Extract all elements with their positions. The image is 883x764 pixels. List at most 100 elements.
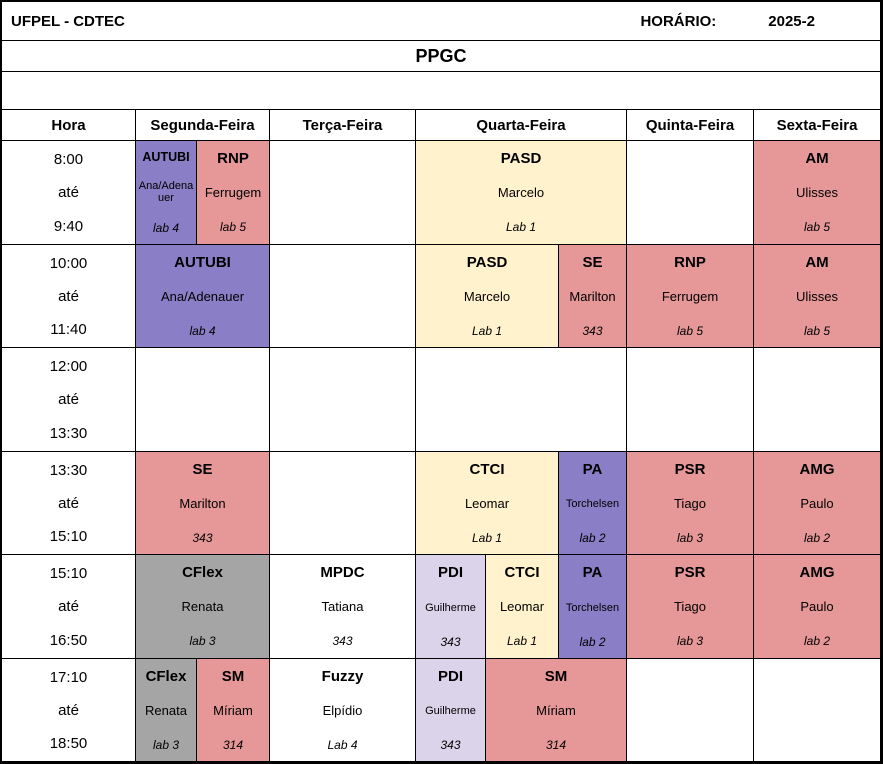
class-cell-sm-segunda-1710: SM Míriam 314: [197, 658, 270, 762]
course-code: PSR: [674, 564, 706, 581]
teacher-name: Marcelo: [463, 288, 511, 304]
room-label: lab 2: [579, 531, 606, 545]
course-code: RNP: [217, 150, 249, 167]
teacher-name: Tiago: [673, 599, 707, 615]
teacher-name: Guilherme: [425, 705, 476, 718]
course-code: SM: [544, 667, 568, 685]
teacher-name: Torchelsen: [565, 601, 620, 614]
end-time: 9:40: [53, 217, 84, 235]
institution-name: UFPEL - CDTEC: [11, 12, 125, 30]
course-code: RNP: [674, 253, 706, 271]
class-cell-ctci-quarta-1330: CTCI Leomar Lab 1: [416, 451, 559, 555]
empty-cell-quinta-1200: [627, 348, 754, 452]
class-cell-autubi-segunda-0800: AUTUBI Ana/Adenauer lab 4: [136, 141, 197, 245]
column-header-hora: Hora: [2, 110, 136, 141]
teacher-name: Ana/Adenauer: [138, 180, 194, 205]
room-label: 314: [545, 737, 567, 752]
empty-cell-segunda-1200: [136, 348, 270, 452]
room-label: Lab 4: [327, 737, 358, 752]
course-code: AM: [805, 253, 829, 271]
teacher-name: Elpídio: [322, 702, 363, 718]
teacher-name: Míriam: [536, 702, 576, 718]
teacher-name: Paulo: [800, 599, 834, 615]
room-label: lab 4: [152, 220, 180, 235]
teacher-name: Tiago: [673, 495, 707, 511]
empty-band: [2, 72, 881, 110]
teacher-name: Ferrugem: [661, 288, 719, 304]
empty-cell-terca-1200: [270, 348, 416, 452]
teacher-name: Renata: [181, 599, 224, 615]
course-code: PA: [582, 564, 603, 581]
teacher-name: Ana/Adenauer: [160, 288, 245, 304]
room-label: lab 2: [579, 634, 606, 649]
teacher-name: Marilton: [569, 288, 616, 304]
class-cell-pdi-quarta-1510: PDI Guilherme 343: [416, 555, 486, 659]
start-time: 10:00: [49, 254, 88, 272]
room-label: lab 5: [803, 220, 831, 235]
time-slot-1510: 15:10 até 16:50: [2, 555, 136, 659]
empty-cell-terca-1330: [270, 451, 416, 555]
course-code: PSR: [674, 460, 706, 478]
empty-cell-quinta-1710: [627, 658, 754, 762]
room-label: Lab 1: [471, 530, 503, 545]
end-time: 11:40: [50, 321, 87, 338]
course-code: AUTUBI: [174, 253, 231, 271]
class-cell-mpdc-terca-1510: MPDC Tatiana 343: [270, 555, 416, 659]
until-label: até: [58, 494, 79, 512]
teacher-name: Tatiana: [321, 599, 364, 615]
room-label: lab 5: [676, 323, 704, 338]
course-code: PASD: [500, 150, 542, 167]
class-cell-psr-quinta-1510: PSR Tiago lab 3: [627, 555, 754, 659]
end-time: 16:50: [49, 631, 88, 649]
course-code: CFlex: [145, 667, 187, 685]
room-label: Lab 1: [505, 220, 537, 235]
time-slot-0800: 8:00 até 9:40: [2, 141, 136, 245]
program-title-row: PPGC: [2, 41, 881, 72]
room-label: Lab 1: [471, 323, 503, 338]
class-cell-pasd-quarta-1000: PASD Marcelo Lab 1: [416, 244, 559, 348]
teacher-name: Marcelo: [497, 185, 545, 201]
class-cell-am-sexta-1000: AM Ulisses lab 5: [754, 244, 881, 348]
room-label: lab 5: [803, 323, 831, 338]
course-code: SM: [221, 667, 245, 685]
teacher-name: Guilherme: [425, 601, 476, 614]
room-label: 314: [222, 737, 244, 752]
column-header-quarta: Quarta-Feira: [416, 110, 627, 141]
empty-cell-sexta-1200: [754, 348, 881, 452]
teacher-name: Leomar: [464, 495, 510, 511]
time-slot-1200: 12:00 até 13:30: [2, 348, 136, 452]
empty-cell-terca-1000: [270, 244, 416, 348]
course-code: CFlex: [182, 564, 223, 581]
until-label: até: [58, 701, 79, 719]
title-bar: UFPEL - CDTEC HORÁRIO: 2025-2: [2, 2, 881, 41]
until-label: até: [58, 287, 79, 305]
class-cell-rnp-quinta-1000: RNP Ferrugem lab 5: [627, 244, 754, 348]
course-code: PDI: [437, 564, 463, 581]
until-label: até: [58, 391, 79, 409]
end-time: 18:50: [49, 735, 88, 752]
teacher-name: Leomar: [499, 599, 545, 615]
teacher-name: Míriam: [213, 702, 253, 718]
class-cell-amg-sexta-1510: AMG Paulo lab 2: [754, 555, 881, 659]
class-cell-autubi-segunda-1000: AUTUBI Ana/Adenauer lab 4: [136, 244, 270, 348]
room-label: lab 2: [803, 634, 831, 649]
start-time: 8:00: [53, 151, 84, 168]
course-code: Fuzzy: [321, 667, 364, 685]
class-cell-sm-quarta-1710: SM Míriam 314: [486, 658, 627, 762]
course-code: AM: [805, 150, 829, 167]
start-time: 17:10: [49, 668, 88, 686]
empty-cell-sexta-1710: [754, 658, 881, 762]
course-code: MPDC: [320, 564, 365, 581]
class-cell-amg-sexta-1330: AMG Paulo lab 2: [754, 451, 881, 555]
class-cell-pa-quarta-1330: PA Torchelsen lab 2: [559, 451, 627, 555]
class-cell-rnp-segunda-0800: RNP Ferrugem lab 5: [197, 141, 270, 245]
room-label: 343: [582, 323, 603, 338]
room-label: lab 5: [219, 220, 247, 235]
class-cell-pdi-quarta-1710: PDI Guilherme 343: [416, 658, 486, 762]
room-label: 343: [332, 634, 353, 649]
schedule-label: HORÁRIO:: [640, 12, 717, 30]
course-code: PA: [582, 460, 603, 478]
room-label: 343: [440, 738, 461, 752]
room-label: Lab 1: [506, 634, 538, 649]
